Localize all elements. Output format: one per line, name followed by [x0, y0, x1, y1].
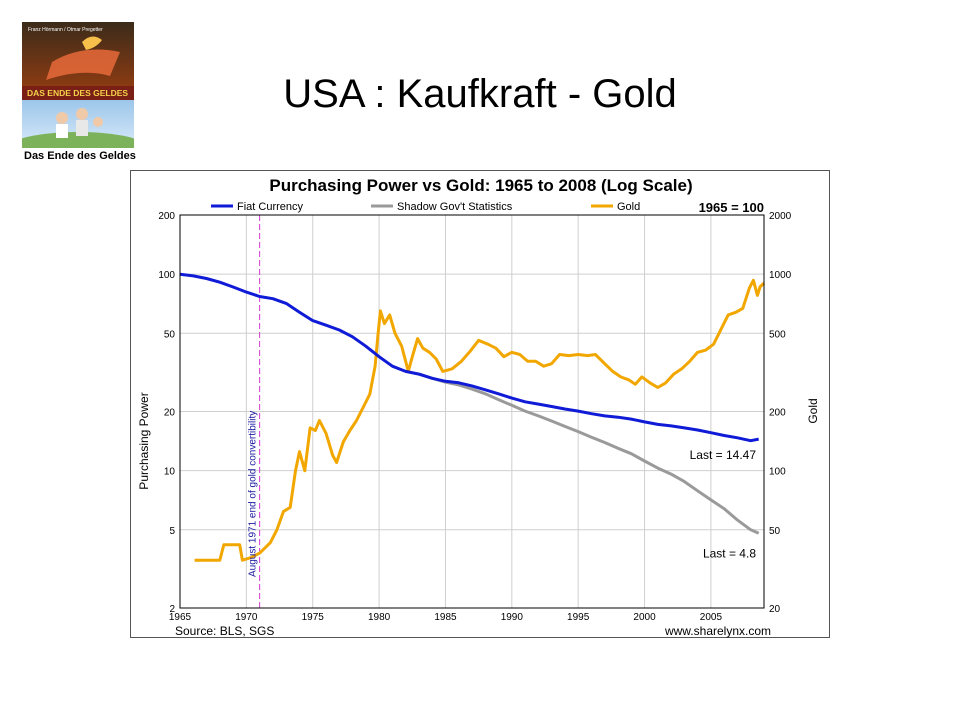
chart-grid: [179, 214, 764, 609]
series-layer: [179, 272, 766, 562]
credit-note: www.sharelynx.com: [664, 624, 771, 638]
chart-svg: 1965 1970 1975 1980 1985 1990 1995 2000 20052001…: [137, 176, 820, 638]
x-tick-label: 1995: [567, 612, 590, 623]
y-left-tick-label: 10: [164, 467, 176, 478]
x-tick-label: 2000: [633, 612, 656, 623]
book-cover-authors: Franz Hörmann / Otmar Pregetter: [28, 27, 103, 33]
y-right-tick-label: 100: [769, 467, 786, 478]
legend-label-shadow: Shadow Gov't Statistics: [397, 201, 513, 213]
y-right-tick-label: 1000: [769, 270, 792, 281]
y-right-tick-label: 2000: [769, 211, 792, 222]
y-left-tick-label: 100: [158, 270, 175, 281]
tick-layer: 1965 1970 1975 1980 1985 1990 1995 2000 20052001…: [158, 211, 791, 623]
series-line-fiat-currency: [179, 272, 759, 443]
x-tick-label: 1985: [434, 612, 457, 623]
y-left-tick-label: 20: [164, 408, 176, 419]
y-left-tick-label: 200: [158, 211, 175, 222]
y-left-tick-label: 2: [169, 604, 175, 615]
chart-title: Purchasing Power vs Gold: 1965 to 2008 (…: [269, 176, 692, 195]
x-tick-label: 1965: [169, 612, 192, 623]
series-line-gold: [194, 278, 766, 562]
legend-label-gold: Gold: [617, 201, 640, 213]
book-cover-image: Franz Hörmann / Otmar Pregetter DAS ENDE…: [8, 22, 148, 164]
plot-area-border: [179, 214, 765, 609]
legend-label-fiat: Fiat Currency: [237, 201, 304, 213]
index-base-note: 1965 = 100: [699, 200, 764, 215]
x-tick-label: 1980: [368, 612, 391, 623]
slide-title: USA : Kaufkraft - Gold: [283, 72, 677, 116]
y-left-tick-label: 5: [169, 526, 175, 537]
x-tick-label: 1970: [235, 612, 258, 623]
x-tick-label: 1975: [302, 612, 325, 623]
book-caption-subline: [24, 163, 144, 167]
series-line-shadow-stats: [418, 372, 760, 535]
x-tick-label: 1990: [501, 612, 524, 623]
y-right-tick-label: 50: [769, 526, 781, 537]
chart-frame: 1965 1970 1975 1980 1985 1990 1995 2000 2005 200 1…: [130, 170, 830, 638]
source-note: Source: BLS, SGS: [175, 624, 274, 638]
y-axis-left-label: Purchasing Power: [137, 392, 151, 489]
y-axis-right-label: Gold: [806, 398, 820, 423]
y-right-tick-label: 20: [769, 604, 781, 615]
book-caption: Das Ende des Geldes: [24, 150, 136, 162]
last-value-shadow: Last = 4.8: [703, 546, 756, 560]
legend: Fiat Currency Shadow Gov't Statistics Go…: [211, 200, 764, 215]
last-value-fiat: Last = 14.47: [690, 448, 757, 462]
book-cover-title: DAS ENDE DES GELDES: [27, 88, 128, 98]
y-right-tick-label: 200: [769, 408, 786, 419]
y-left-tick-label: 50: [164, 329, 176, 340]
x-tick-label: 2005: [700, 612, 723, 623]
y-right-tick-label: 500: [769, 329, 786, 340]
annotation-gold-convertibility: August 1971 end of gold convertibility: [248, 411, 259, 577]
